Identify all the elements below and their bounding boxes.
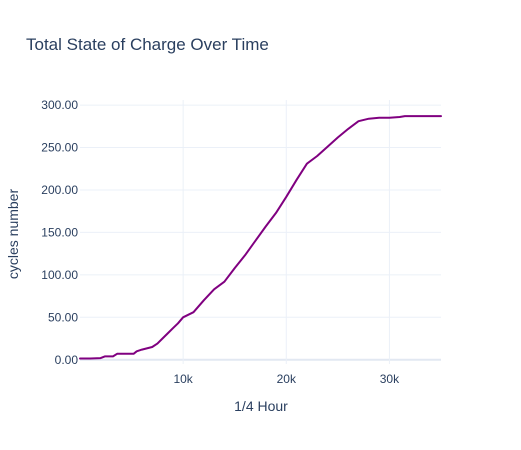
x-tick-label: 30k bbox=[380, 372, 400, 386]
y-tick-label: 250.00 bbox=[41, 141, 78, 155]
y-axis-ticks: 0.00 50.00 100.00 150.00 200.00 250.00 300.00 bbox=[41, 98, 78, 367]
chart-title: Total State of Charge Over Time bbox=[26, 35, 269, 54]
y-tick-label: 50.00 bbox=[48, 310, 78, 324]
series-line bbox=[79, 115, 442, 360]
y-tick-label: 0.00 bbox=[55, 353, 79, 367]
y-tick-label: 200.00 bbox=[41, 183, 78, 197]
x-axis-label: 1/4 Hour bbox=[234, 398, 288, 414]
series-layer bbox=[79, 115, 442, 360]
x-tick-label: 10k bbox=[173, 372, 193, 386]
y-axis-label: cycles number bbox=[5, 189, 21, 280]
y-tick-label: 100.00 bbox=[41, 268, 78, 282]
x-axis-ticks: 10k 20k 30k bbox=[173, 372, 400, 386]
y-tick-label: 300.00 bbox=[41, 98, 78, 112]
grid-lines bbox=[80, 100, 441, 364]
x-tick-label: 20k bbox=[277, 372, 297, 386]
y-tick-label: 150.00 bbox=[41, 225, 78, 239]
